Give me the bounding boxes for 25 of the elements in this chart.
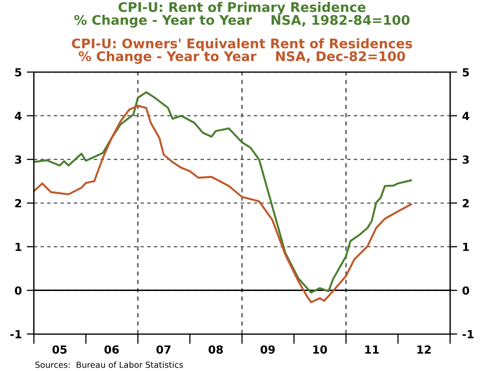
y2-tick-label: 2 bbox=[462, 199, 469, 208]
y2-tick-label: 0 bbox=[462, 286, 470, 295]
x-tick-label: 08 bbox=[208, 345, 223, 354]
source-note: Sources: Bureau of Labor Statistics bbox=[35, 361, 183, 368]
x-tick-label: 07 bbox=[156, 345, 170, 354]
y2-tick-label: 1 bbox=[463, 242, 469, 251]
text: CPI-U: Rent of Primary Residence % Change - Year to Year NSA, 1982-84=100 bbox=[74, 2, 410, 28]
y-tick-label: 3 bbox=[15, 155, 22, 164]
y-tick-label: -1 bbox=[10, 330, 22, 338]
y-tick-label: 1 bbox=[16, 242, 22, 251]
y-tick-label: 0 bbox=[14, 286, 22, 295]
y-tick-label: 5 bbox=[15, 68, 22, 76]
y2-tick-label: 4 bbox=[462, 112, 470, 120]
y2-tick-label: -1 bbox=[462, 330, 474, 338]
y2-tick-label: 5 bbox=[462, 68, 469, 76]
x-tick-label: 10 bbox=[313, 345, 327, 354]
x-tick-label: 12 bbox=[417, 345, 431, 354]
y-tick-label: 4 bbox=[14, 112, 22, 120]
x-tick-label: 05 bbox=[52, 345, 67, 354]
text: CPI-U: Owners' Equivalent Rent of Residences % Change - Year to Year NSA, Dec-82=100 bbox=[72, 38, 412, 64]
x-tick-label: 06 bbox=[104, 345, 119, 354]
y2-tick-label: 3 bbox=[462, 155, 469, 164]
x-tick-label: 09 bbox=[260, 345, 275, 354]
x-tick-label: 11 bbox=[365, 345, 379, 354]
y-tick-label: 2 bbox=[15, 199, 22, 208]
